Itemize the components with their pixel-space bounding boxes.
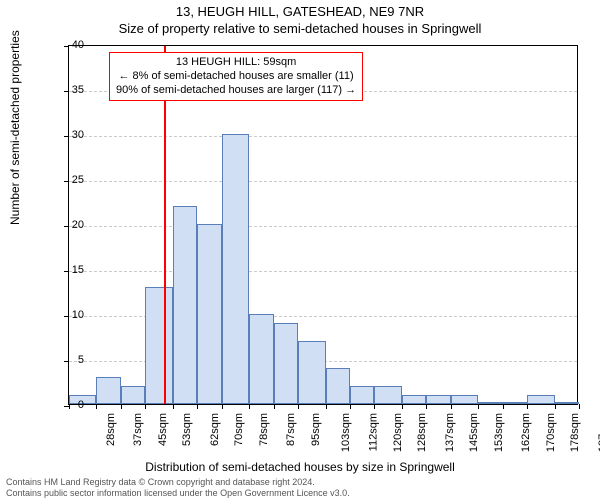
histogram-bar	[145, 287, 172, 404]
ytick-label: 30	[44, 129, 84, 141]
histogram-bar	[350, 386, 374, 404]
title-line2: Size of property relative to semi-detach…	[0, 21, 600, 36]
gridline	[69, 271, 577, 272]
gridline	[69, 181, 577, 182]
xtick-label: 112sqm	[367, 413, 379, 451]
annotation-box: 13 HEUGH HILL: 59sqm ← 8% of semi-detach…	[109, 52, 363, 101]
ytick-label: 0	[44, 399, 84, 411]
ytick-label: 25	[44, 174, 84, 186]
ytick-label: 40	[44, 39, 84, 51]
xtick-mark	[173, 404, 174, 409]
xtick-label: 37sqm	[133, 413, 145, 446]
x-axis-label: Distribution of semi-detached houses by …	[0, 460, 600, 474]
histogram-bar	[555, 402, 579, 404]
footer-attribution: Contains HM Land Registry data © Crown c…	[6, 477, 350, 498]
xtick-mark	[197, 404, 198, 409]
histogram-bar	[173, 206, 197, 404]
xtick-label: 162sqm	[520, 413, 532, 452]
xtick-mark	[555, 404, 556, 409]
ytick-label: 15	[44, 264, 84, 276]
histogram-bar	[451, 395, 478, 404]
histogram-bar	[374, 386, 401, 404]
xtick-label: 62sqm	[209, 413, 221, 446]
gridline	[69, 226, 577, 227]
xtick-mark	[96, 404, 97, 409]
histogram-bar	[298, 341, 325, 404]
chart-title-block: 13, HEUGH HILL, GATESHEAD, NE9 7NR Size …	[0, 0, 600, 36]
xtick-mark	[374, 404, 375, 409]
xtick-label: 53sqm	[181, 413, 193, 446]
xtick-mark	[298, 404, 299, 409]
histogram-bar	[197, 224, 221, 404]
xtick-label: 120sqm	[392, 413, 404, 452]
xtick-label: 45sqm	[157, 413, 169, 446]
xtick-label: 95sqm	[310, 413, 322, 446]
xtick-mark	[579, 404, 580, 409]
xtick-label: 178sqm	[569, 413, 581, 452]
xtick-label: 170sqm	[545, 413, 557, 452]
xtick-mark	[503, 404, 504, 409]
xtick-label: 78sqm	[258, 413, 270, 446]
ytick-label: 20	[44, 219, 84, 231]
histogram-bar	[222, 134, 249, 404]
xtick-mark	[350, 404, 351, 409]
xtick-mark	[478, 404, 479, 409]
y-axis-label: Number of semi-detached properties	[8, 30, 22, 225]
histogram-bar	[96, 377, 120, 404]
ytick-label: 10	[44, 309, 84, 321]
xtick-mark	[326, 404, 327, 409]
xtick-mark	[402, 404, 403, 409]
xtick-mark	[249, 404, 250, 409]
footer-line1: Contains HM Land Registry data © Crown c…	[6, 477, 350, 487]
ytick-label: 35	[44, 84, 84, 96]
histogram-bar	[326, 368, 350, 404]
histogram-bar	[274, 323, 298, 404]
xtick-mark	[527, 404, 528, 409]
annotation-line3: 90% of semi-detached houses are larger (…	[116, 84, 356, 98]
xtick-mark	[222, 404, 223, 409]
xtick-mark	[274, 404, 275, 409]
xtick-label: 128sqm	[417, 413, 429, 452]
histogram-bar	[478, 402, 502, 404]
histogram-bar	[426, 395, 450, 404]
title-line1: 13, HEUGH HILL, GATESHEAD, NE9 7NR	[0, 4, 600, 19]
histogram-bar	[402, 395, 426, 404]
histogram-bar	[121, 386, 145, 404]
histogram-bar	[503, 402, 527, 404]
xtick-label: 145sqm	[468, 413, 480, 452]
histogram-plot: 13 HEUGH HILL: 59sqm ← 8% of semi-detach…	[68, 45, 578, 405]
xtick-label: 153sqm	[493, 413, 505, 452]
gridline	[69, 136, 577, 137]
xtick-mark	[451, 404, 452, 409]
xtick-mark	[145, 404, 146, 409]
xtick-label: 70sqm	[233, 413, 245, 446]
xtick-label: 87sqm	[285, 413, 297, 446]
xtick-mark	[426, 404, 427, 409]
histogram-bar	[249, 314, 273, 404]
xtick-mark	[121, 404, 122, 409]
xtick-label: 28sqm	[105, 413, 117, 446]
ytick-label: 5	[44, 354, 84, 366]
histogram-bar	[527, 395, 554, 404]
annotation-line1: 13 HEUGH HILL: 59sqm	[116, 56, 356, 70]
xtick-label: 137sqm	[444, 413, 456, 452]
xtick-label: 103sqm	[340, 413, 352, 452]
annotation-line2: ← 8% of semi-detached houses are smaller…	[116, 70, 356, 84]
footer-line2: Contains public sector information licen…	[6, 488, 350, 498]
